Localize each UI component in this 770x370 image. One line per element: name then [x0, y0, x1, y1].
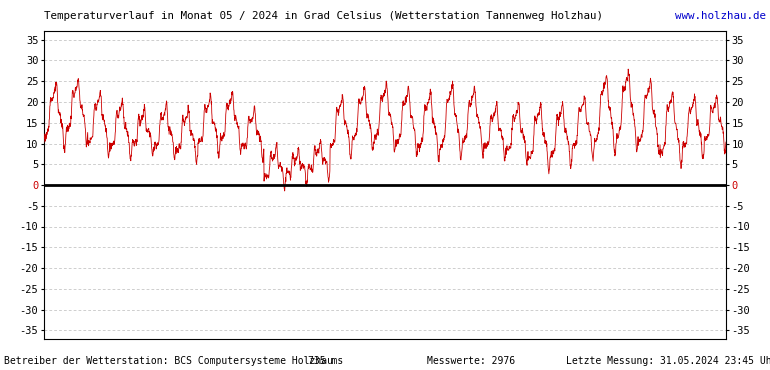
Text: Letzte Messung: 31.05.2024 23:45 Uhr: Letzte Messung: 31.05.2024 23:45 Uhr — [566, 356, 770, 366]
Text: Betreiber der Wetterstation: BCS Computersysteme Holzhau: Betreiber der Wetterstation: BCS Compute… — [4, 356, 333, 366]
Text: Temperaturverlauf in Monat 05 / 2024 in Grad Celsius (Wetterstation Tannenweg Ho: Temperaturverlauf in Monat 05 / 2024 in … — [44, 11, 603, 21]
Text: www.holzhau.de: www.holzhau.de — [675, 11, 766, 21]
Text: Messwerte: 2976: Messwerte: 2976 — [427, 356, 515, 366]
Text: 735 ms: 735 ms — [308, 356, 343, 366]
